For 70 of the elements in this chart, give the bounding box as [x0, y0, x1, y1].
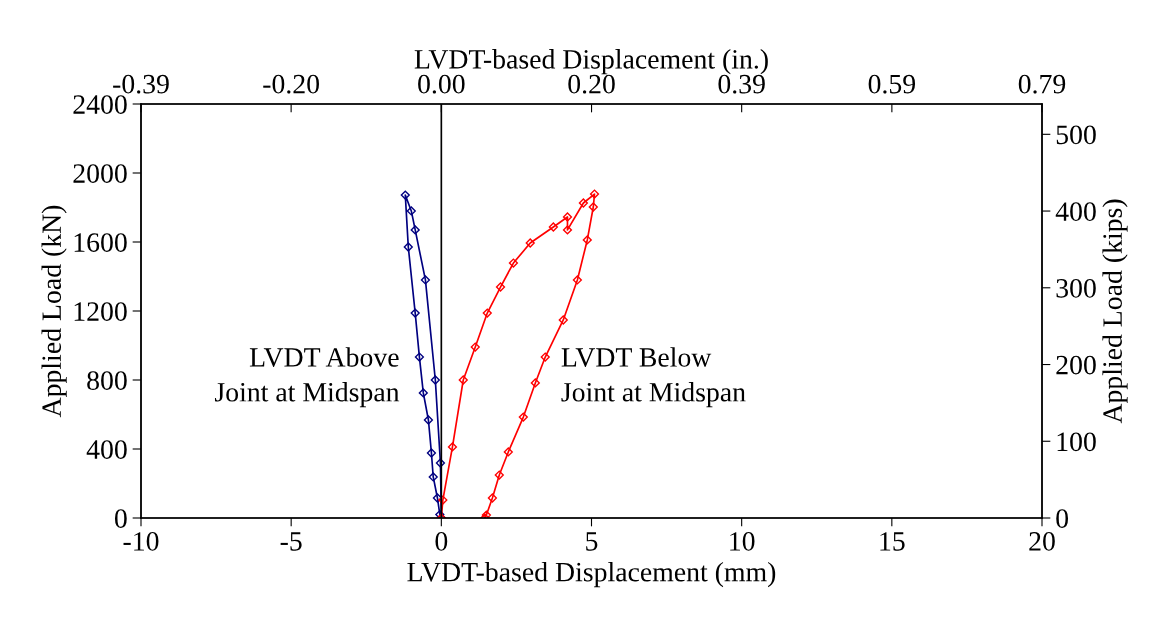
point	[423, 415, 434, 425]
x-tick-label: -10	[123, 532, 159, 551]
y2-tick-label: 0	[1056, 509, 1069, 528]
y2-tick-label: 500	[1056, 125, 1096, 145]
point	[435, 458, 446, 468]
point	[403, 242, 413, 252]
x-tick-label: 10	[730, 532, 755, 551]
point	[430, 375, 440, 385]
y-tick-label: 800	[87, 371, 127, 390]
y-tick-label: 400	[86, 440, 127, 459]
point	[470, 342, 480, 352]
y-tick-label: 2000	[73, 164, 127, 183]
x-axis-title: LVDT-based Displacement (mm)	[407, 561, 776, 588]
point	[438, 495, 448, 505]
point	[410, 225, 420, 235]
point	[482, 308, 492, 318]
point	[572, 275, 583, 285]
x2-tick-label: 0.39	[718, 74, 765, 94]
y-tick-label: 1600	[74, 233, 127, 252]
point	[540, 352, 550, 362]
point	[558, 315, 568, 325]
y-tick-label: 0	[114, 509, 127, 528]
series-label: LVDT Below Joint at Midspan	[561, 347, 746, 408]
y2-axis-title: Applied Load (kips)	[1102, 199, 1128, 424]
x-tick-label: -5	[280, 532, 302, 551]
x2-tick-label: 0.20	[568, 74, 615, 94]
point	[400, 190, 410, 200]
point	[530, 378, 540, 388]
point	[508, 258, 519, 268]
point	[428, 472, 438, 482]
y-tick-label: 1200	[74, 302, 127, 321]
x2-tick-label: 0.00	[418, 74, 465, 94]
point	[495, 282, 506, 292]
point	[589, 189, 600, 199]
x2-tick-label: 0.59	[868, 74, 916, 94]
point	[406, 206, 416, 216]
point	[458, 375, 468, 385]
point	[418, 388, 428, 398]
x-tick-label: 15	[880, 532, 905, 551]
y-axis-title: Applied Load (kN)	[41, 205, 67, 418]
x-tick-label: 5	[586, 532, 598, 551]
point	[588, 202, 598, 212]
x-tick-label: 20	[1029, 532, 1055, 551]
point	[494, 470, 504, 480]
point	[578, 198, 589, 208]
point	[525, 238, 535, 248]
point	[562, 225, 573, 235]
x2-tick-label: 0.79	[1018, 74, 1066, 94]
point	[420, 275, 431, 285]
y2-tick-label: 100	[1057, 432, 1096, 452]
x2-tick-label: -0.20	[263, 74, 319, 94]
point	[435, 509, 445, 518]
point	[410, 308, 420, 318]
point	[503, 447, 513, 457]
point	[582, 235, 592, 245]
series-label: LVDT Above Joint at Midspan	[214, 347, 400, 408]
x-tick-label: 0	[435, 532, 448, 551]
point	[414, 352, 425, 362]
y2-tick-label: 300	[1056, 278, 1096, 298]
y2-tick-label: 400	[1055, 202, 1096, 221]
point	[518, 412, 528, 422]
point	[426, 448, 437, 458]
point	[548, 222, 558, 232]
y-tick-label: 2400	[73, 95, 127, 114]
x2-tick-label: -0.39	[113, 74, 169, 94]
x2-axis-title: LVDT-based Displacement (in.)	[414, 49, 768, 75]
point	[562, 212, 573, 222]
point	[447, 442, 458, 452]
point	[487, 493, 498, 503]
y2-tick-label: 200	[1056, 355, 1096, 375]
